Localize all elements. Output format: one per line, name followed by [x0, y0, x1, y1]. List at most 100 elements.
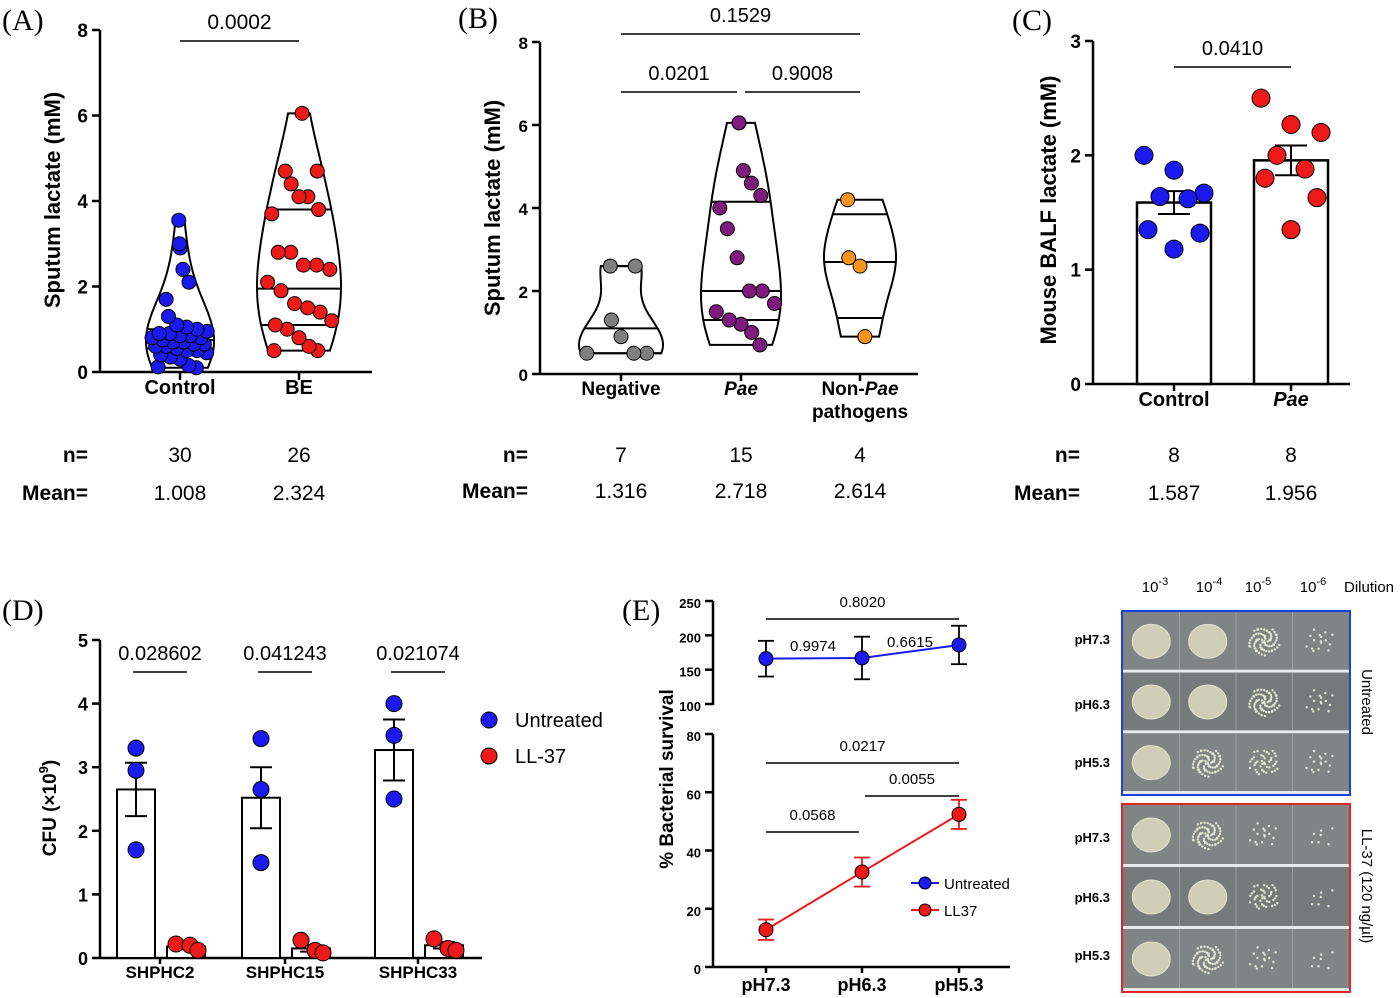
plate-colony-dot	[1202, 837, 1206, 840]
plate-colony-dot	[1271, 884, 1274, 887]
plate-colony-dot	[1273, 752, 1276, 755]
plate-colony-dot	[1196, 947, 1200, 950]
panel-e-legend-label: Untreated	[944, 876, 1010, 893]
plate-colony-dot	[1269, 693, 1273, 697]
plate-colony-dot	[1312, 760, 1316, 763]
plate-colony-dot	[1268, 832, 1271, 836]
plate-colony-dot	[1213, 826, 1216, 830]
plate-colony-dot	[1261, 762, 1264, 766]
plate-colony-dot	[1248, 839, 1252, 842]
plate-colony-dot	[1270, 890, 1273, 894]
panel-d-y-tick-label: 0	[78, 949, 88, 969]
plate-colony-dot	[1219, 767, 1222, 770]
panel-e-data-point	[758, 651, 774, 667]
plate-colony-dot	[1194, 954, 1197, 957]
plate-colony-dot	[1263, 762, 1266, 766]
panel-b-mean-negative: 1.316	[595, 480, 648, 503]
plate-colony-lawn	[1131, 941, 1171, 977]
plate-colony-dot	[1273, 769, 1277, 772]
plate-colony-lawn	[1131, 623, 1171, 659]
plate-colony-dot	[1216, 948, 1220, 951]
plate-colony-dot	[1273, 648, 1277, 651]
panel-a-data-point	[283, 244, 299, 260]
plate-colony-dot	[1264, 637, 1267, 640]
plate-colony-dot	[1320, 702, 1323, 705]
plate-colony-dot	[1319, 757, 1323, 760]
plate-colony-dot	[1272, 764, 1275, 767]
plate-colony-dot	[1312, 832, 1316, 836]
panel-b-data-point	[743, 175, 759, 191]
panel-c-tag: (C)	[1012, 4, 1052, 37]
plate-colony-dot	[1263, 654, 1267, 657]
plate-colony-dot	[1207, 955, 1211, 958]
plate-colony-dot	[1192, 760, 1196, 763]
plate-colony-dot	[1221, 837, 1225, 840]
plate-colony-dot	[1253, 642, 1256, 645]
panel-a-data-point	[291, 330, 307, 346]
plate-colony-dot	[1217, 841, 1220, 845]
plate-colony-dot	[1262, 755, 1265, 758]
plate-colony-dot	[1209, 750, 1212, 754]
plate-colony-dot	[1331, 754, 1334, 758]
panel-c-mean-label: Mean=	[1014, 482, 1080, 505]
plate-colony-dot	[1212, 832, 1216, 836]
plate-colony-dot	[1263, 641, 1266, 644]
plate-colony-dot	[1331, 694, 1334, 697]
plate-colony-dot	[1218, 951, 1222, 954]
plate-colony-dot	[1200, 749, 1203, 752]
plate-colony-dot	[1214, 843, 1217, 847]
plate-colony-dot	[1276, 901, 1279, 905]
panel-d-pvalue: 0.028602	[118, 643, 201, 665]
panel-b-y-tick-label: 2	[519, 283, 528, 302]
plate-colony-dot	[1267, 824, 1271, 828]
panel-b-data-point	[627, 258, 643, 274]
plate-colony-dot	[1203, 754, 1206, 757]
plate-colony-dot	[1312, 770, 1315, 774]
panel-d-data-point	[385, 790, 403, 808]
plate-colony-dot	[1202, 963, 1206, 967]
plate-colony-dot	[1272, 960, 1275, 964]
plate-colony-dot	[1218, 755, 1222, 758]
plate-colony-dot	[1305, 645, 1308, 648]
plate-colony-dot	[1269, 639, 1272, 642]
plate-colony-dot	[1320, 641, 1323, 644]
plate-colony-dot	[1255, 693, 1258, 696]
plate-colony-dot	[1207, 837, 1210, 840]
plate-colony-dot	[1202, 765, 1206, 768]
plate-colony-dot	[1252, 952, 1256, 955]
plate-colony-dot	[1198, 843, 1201, 846]
plate-colony-dot	[1265, 765, 1269, 769]
plate-colony-dot	[1263, 628, 1266, 631]
plate-colony-dot	[1212, 760, 1216, 763]
plate-colony-dot	[1327, 842, 1330, 846]
plate-colony-dot	[1207, 758, 1211, 762]
panel-b-data-point	[753, 188, 769, 204]
plate-colony-dot	[1259, 765, 1262, 768]
panel-a-data-point	[151, 326, 167, 342]
panel-d-data-point	[127, 841, 145, 859]
plate-colony-dot	[1208, 843, 1211, 847]
plate-colony-dot	[1260, 638, 1264, 641]
plate-colony-dot	[1255, 699, 1258, 702]
plate-colony-dot	[1310, 902, 1314, 906]
panel-a-data-point	[172, 236, 187, 252]
plate-colony-dot	[1262, 709, 1266, 713]
plate-colony-dot	[1201, 845, 1204, 848]
plate-colony-dot	[1267, 948, 1271, 952]
plate-colony-dot	[1218, 956, 1222, 960]
plate-colony-dot	[1324, 691, 1327, 695]
plate-colony-dot	[1254, 840, 1257, 844]
plate-colony-dot	[1265, 629, 1269, 632]
plate-colony-dot	[1249, 639, 1252, 642]
panel-b-data-point	[840, 192, 856, 208]
plate-colony-dot	[1260, 699, 1264, 702]
plate-colony-dot	[1254, 768, 1257, 772]
panel-e-pvalue: 0.0055	[889, 771, 935, 788]
plate-colony-dot	[1260, 759, 1264, 763]
plate-colony-dot	[1204, 759, 1207, 763]
plate-colony-dot	[1260, 965, 1264, 968]
plate-colony-dot	[1256, 956, 1259, 960]
plate-colony-dot	[1264, 643, 1267, 646]
plate-colony-dot	[1327, 709, 1330, 713]
